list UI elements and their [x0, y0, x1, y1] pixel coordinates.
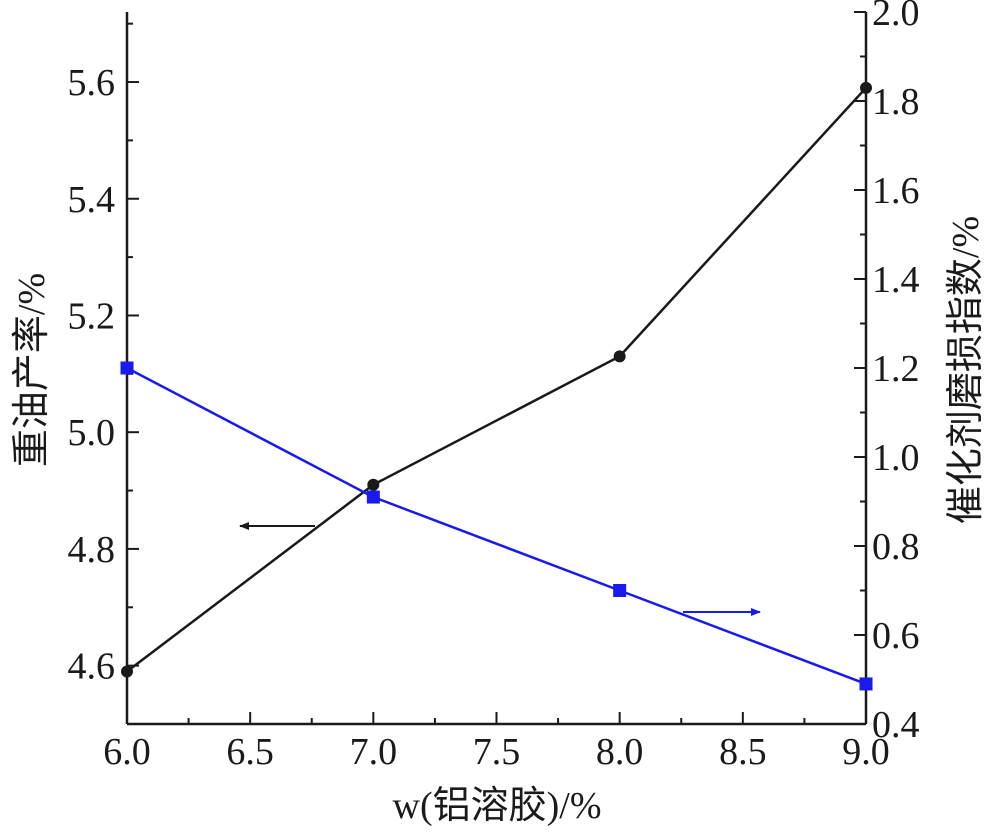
x-tick-label: 7.5	[473, 731, 521, 773]
right-y-tick-label: 0.4	[872, 704, 920, 746]
axes	[125, 12, 868, 726]
left-y-tick-label: 5.6	[68, 62, 116, 104]
series-0-point	[367, 478, 380, 491]
x-tick-label: 9.0	[842, 731, 890, 773]
right-y-tick-label: 1.4	[872, 259, 920, 301]
left-y-tick-label: 4.6	[68, 646, 116, 688]
x-tick-label: 6.0	[103, 731, 151, 773]
x-tick-label: 7.0	[350, 731, 398, 773]
left-y-tick-label: 4.8	[68, 529, 116, 571]
x-axis-title: w(铝溶胶)/%	[393, 785, 602, 827]
annotations	[239, 522, 761, 616]
series-0-point	[613, 350, 626, 363]
left-y-tick-label: 5.4	[68, 179, 116, 221]
right-y-tick-label: 1.2	[872, 348, 920, 390]
right-y-tick-label: 0.6	[872, 615, 920, 657]
left-y-tick-label: 5.0	[68, 412, 116, 454]
series-0-line	[126, 87, 867, 673]
series-0-point	[121, 665, 133, 678]
x-tick-label: 6.5	[226, 731, 274, 773]
left-y-ticks: 4.6 4.8 5.0 5.2 5.4 5.6	[68, 22, 139, 725]
left-y-axis-title: 重油产率/%	[11, 273, 53, 467]
series-1-point	[366, 490, 380, 504]
x-ticks: 6.0 6.5 7.0 7.5 8.0 8.5 9.0	[103, 712, 890, 773]
x-tick-label: 8.0	[596, 731, 644, 773]
series-1-point	[859, 677, 873, 691]
right-y-tick-label: 0.8	[872, 526, 920, 568]
series-1-point	[120, 361, 134, 375]
right-y-tick-label: 1.0	[872, 437, 920, 479]
right-y-tick-label: 2.0	[872, 0, 920, 34]
right-y-tick-label: 1.8	[872, 81, 920, 123]
right-y-tick-label: 1.6	[872, 170, 920, 212]
left-y-tick-label: 5.2	[68, 295, 116, 337]
x-tick-label: 8.5	[719, 731, 767, 773]
series-1-line	[126, 366, 867, 686]
series-layer	[120, 81, 873, 691]
series-0-point	[860, 81, 872, 94]
right-y-ticks: 0.4 0.6 0.8 1.0 1.2 1.4 1.6 1.8 2.0	[854, 0, 920, 746]
series-1-point	[613, 584, 627, 597]
right-y-axis-title: 催化剂磨损指数/%	[945, 216, 987, 524]
